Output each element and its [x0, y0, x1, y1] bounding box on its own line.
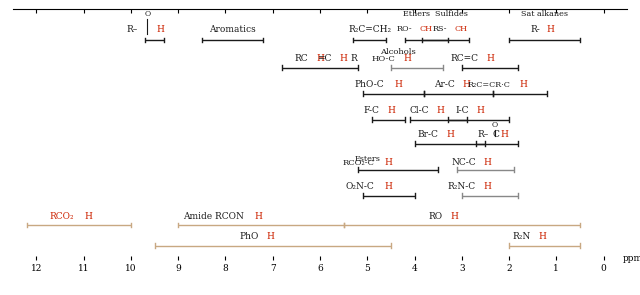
Text: H: H: [463, 80, 470, 89]
Text: H: H: [387, 106, 395, 115]
Text: R₂C=CR·C: R₂C=CR·C: [467, 81, 510, 89]
Text: R–: R–: [478, 130, 489, 140]
Text: =C: =C: [317, 54, 332, 63]
Text: H: H: [385, 182, 392, 191]
Text: H: H: [436, 106, 444, 115]
Text: O₂N-C: O₂N-C: [346, 182, 374, 191]
Text: PhO-C: PhO-C: [354, 80, 384, 89]
Text: Amide RCON: Amide RCON: [184, 212, 244, 221]
Text: H: H: [538, 232, 546, 241]
Text: Br-C: Br-C: [417, 130, 438, 140]
Text: HO-C: HO-C: [372, 55, 396, 63]
Text: F-C: F-C: [364, 106, 379, 115]
Text: R–: R–: [127, 25, 138, 34]
Text: CH: CH: [419, 25, 432, 33]
Text: H: H: [385, 158, 392, 167]
Text: H: H: [519, 80, 527, 89]
Text: Ethers  Sulfides: Ethers Sulfides: [403, 10, 468, 18]
Text: CH: CH: [454, 25, 468, 33]
Text: H: H: [340, 54, 348, 63]
Text: H: H: [316, 54, 324, 63]
Text: H: H: [451, 212, 459, 221]
Text: O: O: [145, 10, 150, 18]
Text: H: H: [477, 106, 484, 115]
Text: H: H: [266, 232, 275, 241]
Text: H: H: [484, 158, 492, 167]
Text: RO-: RO-: [397, 25, 412, 33]
Text: NC-C: NC-C: [451, 158, 476, 167]
Text: O: O: [492, 121, 498, 129]
Text: R₂N: R₂N: [512, 232, 531, 241]
Text: H: H: [500, 130, 508, 140]
Text: Sat alkanes: Sat alkanes: [521, 10, 568, 18]
Text: RC: RC: [294, 54, 308, 63]
Text: H: H: [394, 80, 402, 89]
Text: H: H: [547, 25, 555, 34]
Text: H: H: [486, 54, 494, 63]
Text: RC=C: RC=C: [451, 54, 478, 63]
Text: I-C: I-C: [456, 106, 469, 115]
Text: H: H: [157, 25, 165, 34]
Text: RO: RO: [429, 212, 443, 221]
Text: C: C: [492, 130, 499, 140]
Text: H: H: [446, 130, 454, 140]
Text: RS-: RS-: [433, 25, 447, 33]
Text: Aromatics: Aromatics: [209, 25, 256, 34]
Text: ppm(δ): ppm(δ): [623, 254, 640, 263]
Text: R: R: [351, 54, 358, 63]
Text: R-: R-: [530, 25, 540, 34]
Text: R₂N-C: R₂N-C: [448, 182, 476, 191]
Text: PhO: PhO: [239, 232, 259, 241]
Text: Esters: Esters: [355, 155, 380, 163]
Text: Cl-C: Cl-C: [409, 106, 429, 115]
Text: RCO₂: RCO₂: [50, 212, 74, 221]
Text: RCO₂-C: RCO₂-C: [342, 159, 374, 167]
Text: H: H: [484, 182, 492, 191]
Text: H: H: [255, 212, 262, 221]
Text: R₂C=CH₂: R₂C=CH₂: [348, 25, 391, 34]
Text: Alcohols: Alcohols: [380, 48, 416, 56]
Text: H: H: [403, 54, 412, 63]
Text: H: H: [84, 212, 92, 221]
Text: Ar-C: Ar-C: [434, 80, 454, 89]
